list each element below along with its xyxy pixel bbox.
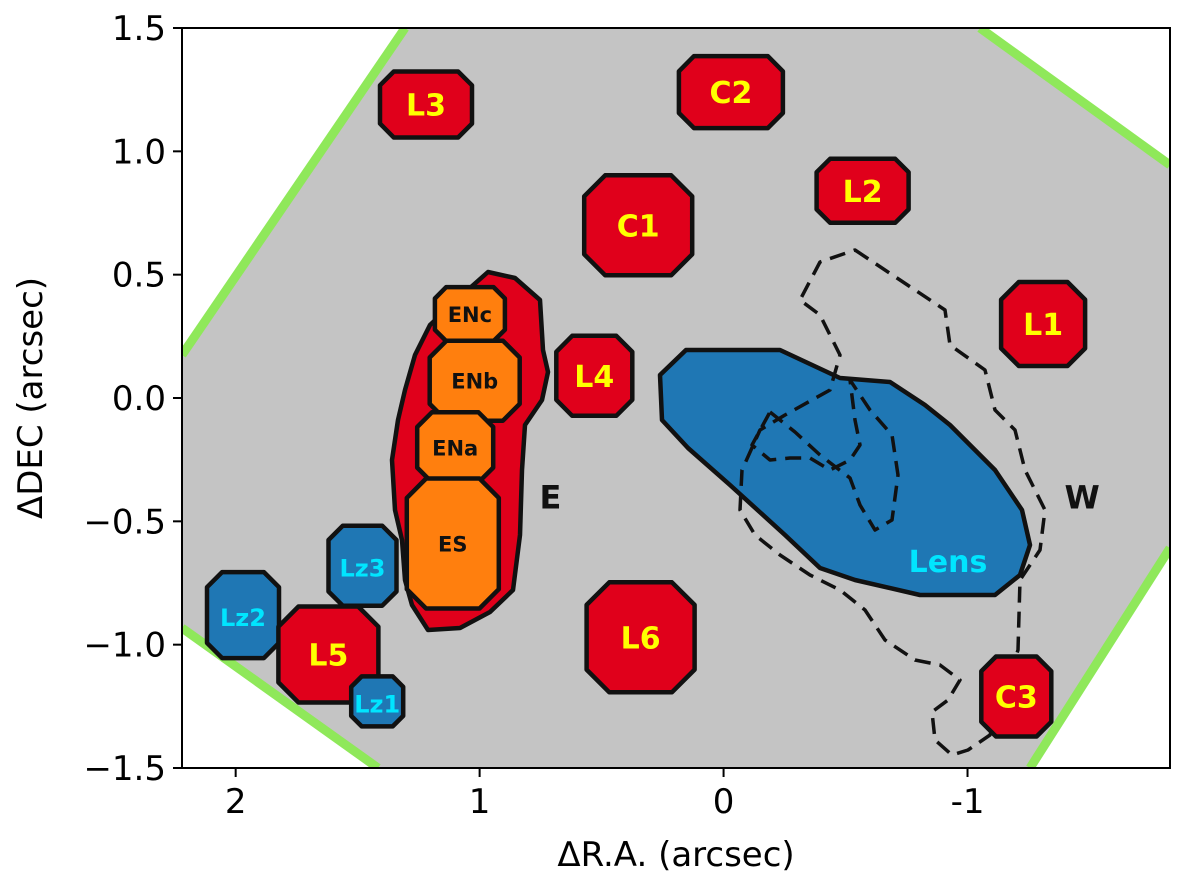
y-axis-ticks: 1.5 1.0 0.5 0.0 −0.5 −1.0 −1.5 [83, 9, 182, 789]
region-c3-blob [979, 654, 1054, 739]
region-label-l6: L6 [621, 621, 661, 656]
region-label-lz3: Lz3 [340, 555, 386, 583]
dashed-contour-outer [738, 248, 1047, 757]
region-label-c1: C1 [617, 209, 660, 244]
region-blobs [204, 53, 1088, 739]
region-lz1-blob [348, 674, 406, 729]
annotation-e: E [539, 479, 561, 517]
region-label-c3: C3 [995, 681, 1038, 716]
region-label-l2: L2 [843, 175, 883, 210]
region-label-enb: ENb [451, 370, 498, 394]
x-tick-label: 2 [225, 782, 247, 822]
y-tick-label: −1.0 [83, 626, 166, 666]
region-label-l1: L1 [1023, 308, 1063, 343]
region-label-l5: L5 [308, 639, 348, 674]
region-label-enc: ENc [448, 303, 492, 327]
region-label-c2: C2 [709, 76, 752, 111]
region-lens-blue [657, 347, 1033, 598]
region-lz2-blob [204, 569, 282, 661]
x-tick-label: 1 [469, 782, 491, 822]
region-label-lz2: Lz2 [220, 604, 266, 632]
region-l2-blob [814, 156, 911, 226]
edge-top-right [977, 28, 1170, 169]
edge-bottom-right [1026, 545, 1170, 768]
region-es-blob [404, 476, 502, 611]
region-l3-blob [377, 69, 475, 140]
region-label-l3: L3 [406, 89, 446, 124]
region-l4-blob [554, 333, 635, 419]
y-tick-label: 1.5 [112, 9, 166, 49]
region-label-lz1: Lz1 [354, 690, 400, 718]
region-c2-blob [676, 53, 786, 131]
y-tick-label: 0.5 [112, 256, 166, 296]
y-tick-label: 0.0 [112, 379, 166, 419]
y-tick-label: −0.5 [83, 502, 166, 542]
region-l6-blob [584, 580, 697, 695]
x-tick-label: -1 [951, 782, 985, 822]
region-label-es: ES [438, 533, 467, 557]
dashed-contour-inner [750, 378, 900, 532]
y-tick-label: −1.5 [83, 749, 166, 789]
x-axis-ticks: 2 1 0 -1 [225, 768, 985, 822]
y-axis-label: ΔDEC (arcsec) [11, 277, 51, 519]
region-label-lens: Lens [909, 545, 988, 580]
region-enb-blob [427, 338, 522, 423]
region-label-ena: ENa [432, 436, 478, 460]
y-tick-label: 1.0 [112, 132, 166, 172]
region-lz3-blob [326, 523, 399, 608]
x-tick-label: 0 [713, 782, 735, 822]
region-c1-blob [581, 173, 695, 278]
region-l1-blob [998, 279, 1088, 369]
region-label-l4: L4 [574, 360, 614, 395]
dashed-contours-W [738, 248, 1047, 757]
edge-top-left [182, 28, 409, 358]
x-axis-label: ΔR.A. (arcsec) [557, 835, 794, 875]
annotation-w: W [1065, 479, 1100, 517]
